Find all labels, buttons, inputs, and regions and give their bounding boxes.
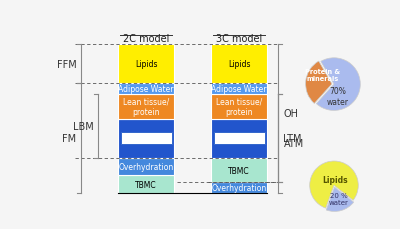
FancyBboxPatch shape [211,183,267,193]
Text: Protein &
minerals: Protein & minerals [304,69,340,82]
Text: 20 %
water: 20 % water [329,192,349,205]
FancyBboxPatch shape [211,45,267,84]
Text: TBMC: TBMC [228,166,250,175]
Text: Lipids: Lipids [135,60,157,69]
Text: Lipids: Lipids [228,60,250,69]
Wedge shape [316,59,360,111]
Text: 3C model: 3C model [216,34,262,44]
FancyBboxPatch shape [211,119,267,158]
Text: 2C model: 2C model [123,34,169,44]
FancyBboxPatch shape [211,84,267,95]
Text: Lean water: Lean water [122,134,170,143]
FancyBboxPatch shape [118,158,174,176]
Text: Lean tissue/
protein: Lean tissue/ protein [216,97,262,117]
FancyBboxPatch shape [211,158,267,183]
Text: LTM: LTM [284,134,302,144]
FancyBboxPatch shape [118,119,174,158]
FancyBboxPatch shape [211,95,267,119]
Text: LBM: LBM [73,121,94,131]
FancyBboxPatch shape [118,95,174,119]
Wedge shape [306,62,332,104]
FancyBboxPatch shape [118,176,174,193]
Text: ATM: ATM [284,139,304,149]
Text: OH: OH [284,109,298,119]
Text: FM: FM [62,134,76,144]
Text: Adipose Water: Adipose Water [211,85,267,94]
Text: Lean tissue/
protein: Lean tissue/ protein [123,97,169,117]
Text: Lean water: Lean water [215,134,263,143]
Text: Overhydration: Overhydration [118,162,174,171]
Wedge shape [310,161,358,208]
Text: 70%
water: 70% water [327,87,349,106]
Text: Lipids: Lipids [322,175,348,184]
Wedge shape [326,187,354,212]
Text: TBMC: TBMC [135,180,157,189]
Text: Adipose Water: Adipose Water [118,85,174,94]
FancyBboxPatch shape [118,84,174,95]
FancyBboxPatch shape [118,45,174,84]
Text: FFM: FFM [57,60,76,69]
Text: Overhydration: Overhydration [212,183,267,192]
